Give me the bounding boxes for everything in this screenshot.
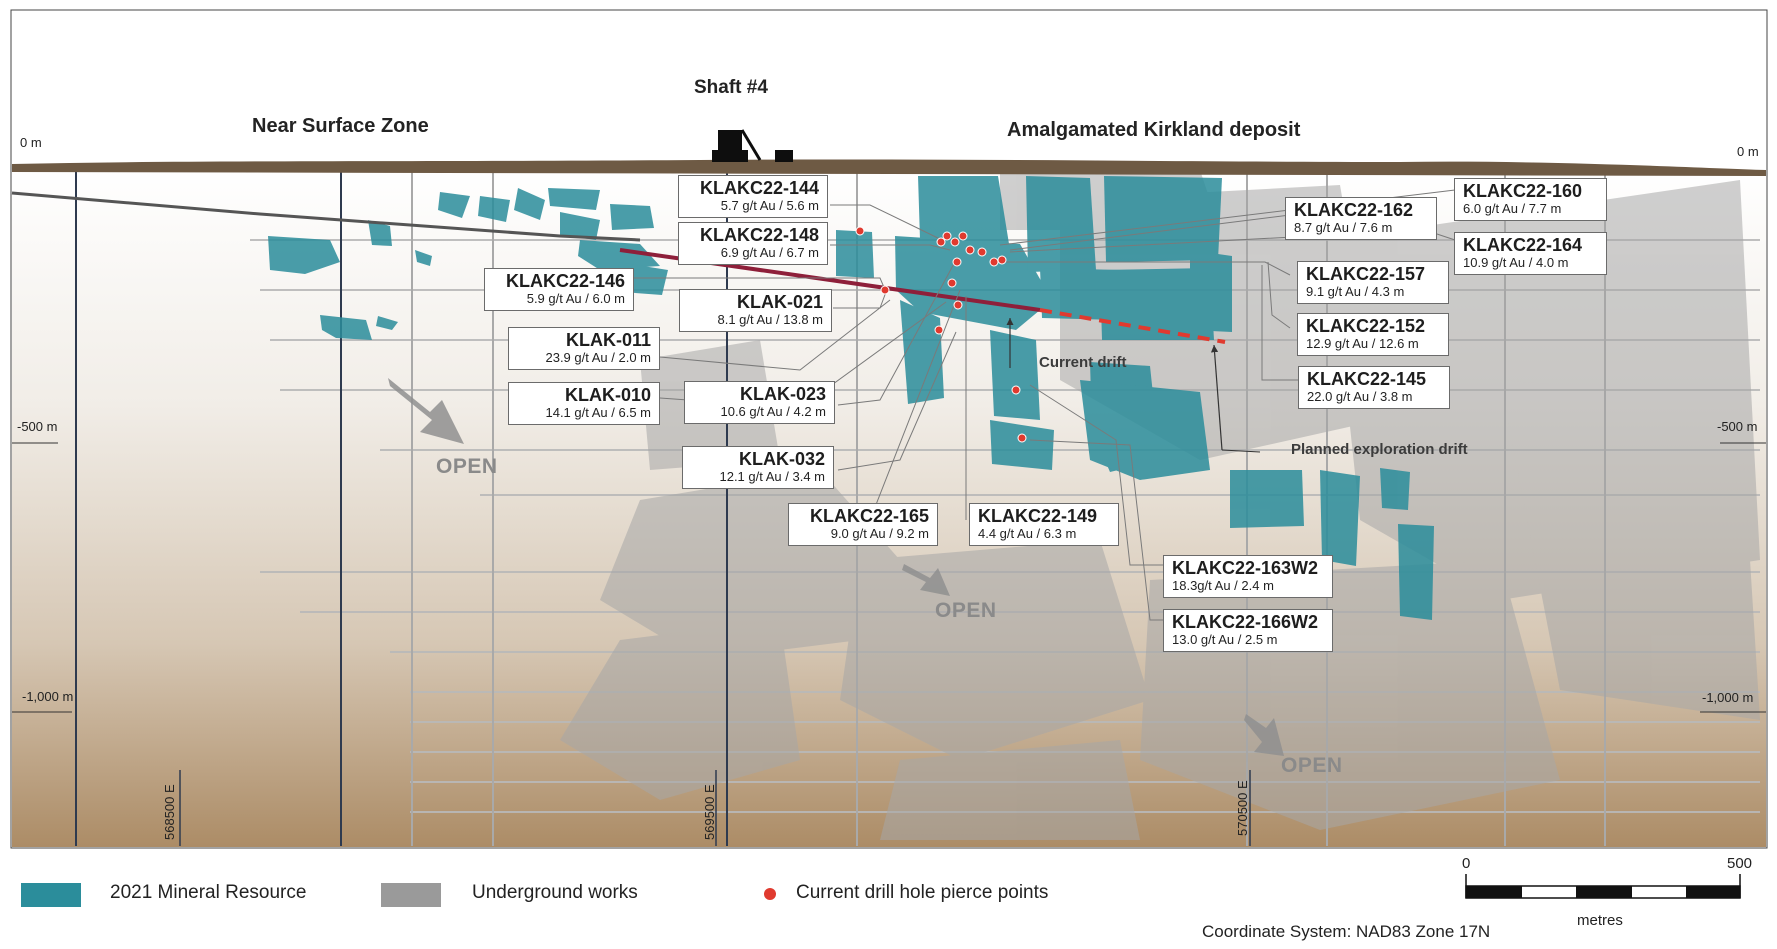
legend-drill-label: Current drill hole pierce points [796, 882, 1049, 903]
hole-grade: 4.4 g/t Au / 6.3 m [978, 526, 1077, 541]
hole-id: KLAK-023 [739, 384, 826, 404]
hole-grade: 14.1 g/t Au / 6.5 m [545, 405, 651, 420]
current-drift-label: Current drift [1039, 354, 1127, 371]
scale-bar [1465, 874, 1741, 899]
drill-pierce-points [855, 226, 1027, 443]
hole-grade: 8.7 g/t Au / 7.6 m [1294, 220, 1393, 235]
leader-lines [634, 189, 1456, 621]
hole-id: KLAKC22-162 [1294, 200, 1414, 220]
hole-id: KLAKC22-149 [978, 506, 1098, 526]
hole-id: KLAK-011 [565, 330, 651, 350]
legend-resource-label: 2021 Mineral Resource [110, 882, 307, 903]
hole-id: KLAK-032 [738, 449, 825, 469]
hole-id: KLAKC22-166W2 [1172, 612, 1319, 632]
hole-id: KLAKC22-160 [1463, 181, 1583, 201]
depth-label-1000-left: -1,000 m [22, 689, 74, 704]
hole-id: KLAKC22-144 [699, 178, 819, 198]
hole-grade: 5.9 g/t Au / 6.0 m [526, 291, 625, 306]
planned-drift-label: Planned exploration drift [1291, 441, 1468, 458]
hole-grade: 9.0 g/t Au / 9.2 m [830, 526, 929, 541]
intercept-klak-023: KLAK-023 10.6 g/t Au / 4.2 m [684, 381, 835, 424]
planned-drift-line [1039, 308, 1226, 344]
hole-grade: 6.9 g/t Au / 6.7 m [720, 245, 819, 260]
hole-grade: 6.0 g/t Au / 7.7 m [1463, 201, 1562, 216]
headframe-icon [712, 129, 793, 162]
intercept-klakc22-145: KLAKC22-145 22.0 g/t Au / 3.8 m [1298, 366, 1450, 409]
intercept-klakc22-162: KLAKC22-162 8.7 g/t Au / 7.6 m [1285, 197, 1437, 240]
intercept-klak-032: KLAK-032 12.1 g/t Au / 3.4 m [682, 446, 834, 489]
coordinate-system-label: Coordinate System: NAD83 Zone 17N [1202, 922, 1491, 941]
hole-grade: 5.7 g/t Au / 5.6 m [720, 198, 819, 213]
depth-label-500-left: -500 m [17, 419, 58, 434]
depth-label-1000-right: -1,000 m [1702, 690, 1754, 705]
legend-underground-label: Underground works [472, 882, 638, 903]
shaft-label: Shaft #4 [694, 77, 768, 98]
depth-label-0-right: 0 m [1737, 144, 1759, 159]
scale-max-label: 500 [1727, 855, 1753, 872]
hole-id: KLAKC22-163W2 [1172, 558, 1319, 578]
open-label-1: OPEN [436, 455, 498, 478]
hole-id: KLAKC22-157 [1306, 264, 1426, 284]
hole-id: KLAKC22-145 [1307, 369, 1427, 389]
easting-lines [75, 172, 728, 846]
legend-underground-swatch [381, 883, 441, 907]
intercept-klakc22-157: KLAKC22-157 9.1 g/t Au / 4.3 m [1297, 261, 1449, 304]
hole-id: KLAKC22-146 [505, 271, 625, 291]
hole-id: KLAK-010 [564, 385, 651, 405]
depth-label-0-left: 0 m [20, 135, 42, 150]
hole-grade: 8.1 g/t Au / 13.8 m [717, 312, 823, 327]
hole-grade: 23.9 g/t Au / 2.0 m [545, 350, 651, 365]
intercept-klakc22-160: KLAKC22-160 6.0 g/t Au / 7.7 m [1454, 178, 1607, 221]
scale-unit-label: metres [1577, 912, 1623, 929]
hole-grade: 9.1 g/t Au / 4.3 m [1306, 284, 1405, 299]
surface-topography [12, 159, 1766, 176]
hole-id: KLAKC22-165 [809, 506, 929, 526]
intercept-klak-021: KLAK-021 8.1 g/t Au / 13.8 m [679, 289, 832, 332]
scale-min-label: 0 [1462, 855, 1471, 872]
intercept-klakc22-166w2: KLAKC22-166W2 13.0 g/t Au / 2.5 m [1163, 609, 1333, 652]
hole-id: KLAK-021 [736, 292, 823, 312]
hole-grade: 12.9 g/t Au / 12.6 m [1306, 336, 1419, 351]
hole-id: KLAKC22-148 [699, 225, 819, 245]
intercept-klakc22-149: KLAKC22-149 4.4 g/t Au / 6.3 m [969, 503, 1119, 546]
hole-grade: 22.0 g/t Au / 3.8 m [1307, 389, 1413, 404]
open-label-3: OPEN [1281, 754, 1343, 777]
near-surface-zone-label: Near Surface Zone [252, 115, 429, 137]
hole-grade: 10.9 g/t Au / 4.0 m [1463, 255, 1569, 270]
open-arrows [388, 378, 1284, 756]
intercept-klakc22-152: KLAKC22-152 12.9 g/t Au / 12.6 m [1297, 313, 1449, 356]
easting-568500: 568500 E [162, 784, 177, 840]
legend-resource-swatch [21, 883, 81, 907]
intercept-klakc22-163w2: KLAKC22-163W2 18.3g/t Au / 2.4 m [1163, 555, 1333, 598]
intercept-klakc22-165: KLAKC22-165 9.0 g/t Au / 9.2 m [788, 503, 938, 546]
hole-grade: 12.1 g/t Au / 3.4 m [719, 469, 825, 484]
intercept-klak-010: KLAK-010 14.1 g/t Au / 6.5 m [508, 382, 660, 425]
legend-drill-swatch [764, 888, 776, 900]
hole-id: KLAKC22-152 [1306, 316, 1426, 336]
hole-grade: 13.0 g/t Au / 2.5 m [1172, 632, 1278, 647]
intercept-klakc22-164: KLAKC22-164 10.9 g/t Au / 4.0 m [1454, 232, 1607, 275]
intercept-klakc22-144: KLAKC22-144 5.7 g/t Au / 5.6 m [678, 175, 828, 218]
intercept-klakc22-148: KLAKC22-148 6.9 g/t Au / 6.7 m [678, 222, 828, 265]
intercept-klak-011: KLAK-011 23.9 g/t Au / 2.0 m [508, 327, 660, 370]
open-label-2: OPEN [935, 599, 997, 622]
intercept-klakc22-146: KLAKC22-146 5.9 g/t Au / 6.0 m [484, 268, 634, 311]
old-haulage-drift [11, 191, 641, 242]
easting-569500: 569500 E [702, 784, 717, 840]
hole-grade: 18.3g/t Au / 2.4 m [1172, 578, 1274, 593]
depth-label-500-right: -500 m [1717, 419, 1758, 434]
easting-570500: 570500 E [1235, 780, 1250, 836]
hole-grade: 10.6 g/t Au / 4.2 m [720, 404, 826, 419]
hole-id: KLAKC22-164 [1463, 235, 1583, 255]
amalgamated-kirkland-label: Amalgamated Kirkland deposit [1007, 119, 1301, 141]
